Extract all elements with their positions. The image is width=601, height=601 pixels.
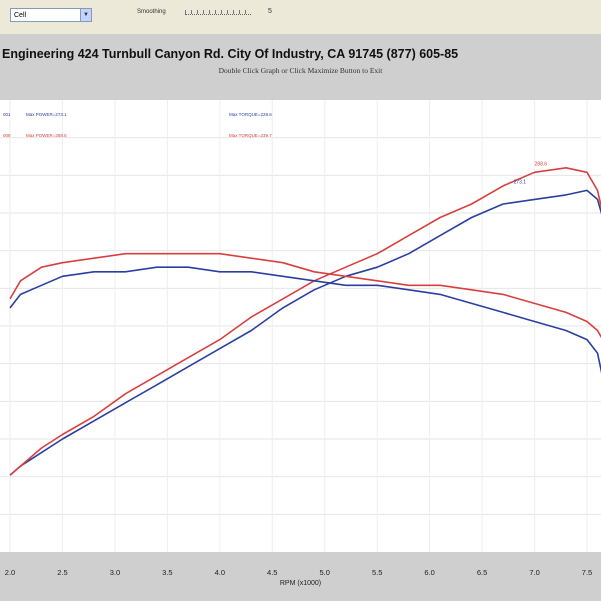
x-tick-label: 6.5	[476, 568, 488, 577]
chevron-down-icon[interactable]: ▼	[80, 9, 91, 21]
x-tick-label: 3.5	[162, 568, 173, 577]
legend-blue-torque: Max TORQUE=228.6	[229, 112, 272, 117]
x-tick-label: 5.0	[319, 568, 330, 577]
x-axis-area	[0, 552, 601, 601]
smoothing-slider[interactable]	[185, 14, 251, 17]
chart-header	[0, 34, 601, 100]
x-tick-label: 7.0	[529, 568, 540, 577]
legend-red-torque: Max TORQUE=239.7	[229, 133, 272, 138]
page-subtitle: Double Click Graph or Click Maximize But…	[218, 66, 383, 75]
series-line-red-3	[9, 252, 601, 339]
legend-red-prefix: 008	[3, 133, 11, 138]
peak-annotation-1: 273.1	[514, 180, 527, 186]
channel-select[interactable]: Cell ▼	[10, 8, 92, 22]
series-line-red-1	[9, 167, 601, 476]
x-tick-label: 7.5	[581, 568, 593, 577]
x-axis-label: RPM (x1000)	[279, 580, 322, 587]
x-tick-label: 2.0	[4, 568, 16, 577]
smoothing-slider-ticks	[185, 10, 251, 14]
page-title: Engineering 424 Turnbull Canyon Rd. City…	[2, 47, 459, 61]
x-tick-label: 4.0	[214, 568, 226, 577]
smoothing-label: Smoothing	[137, 9, 166, 15]
legend-blue-power: Max POWER=273.1	[26, 112, 67, 117]
x-tick-label: 6.0	[424, 568, 435, 577]
series-line-blue-2	[9, 266, 601, 374]
legend-red-power: Max POWER=288.6	[26, 133, 67, 138]
legend-blue-prefix: 001	[3, 112, 11, 117]
smoothing-value: 5	[268, 8, 272, 15]
x-tick-label: 2.5	[57, 568, 68, 577]
toolbar: Cell ▼ Smoothing 5	[0, 0, 601, 35]
x-tick-label: 5.5	[371, 568, 383, 577]
x-tick-label: 3.0	[109, 568, 121, 577]
peak-annotation-0: 288.6	[535, 162, 548, 168]
channel-select-value: Cell	[14, 12, 27, 19]
series-line-blue-0	[9, 189, 601, 476]
dyno-chart[interactable]: 288.6 273.1	[0, 100, 601, 552]
x-tick-label: 4.5	[267, 568, 278, 577]
